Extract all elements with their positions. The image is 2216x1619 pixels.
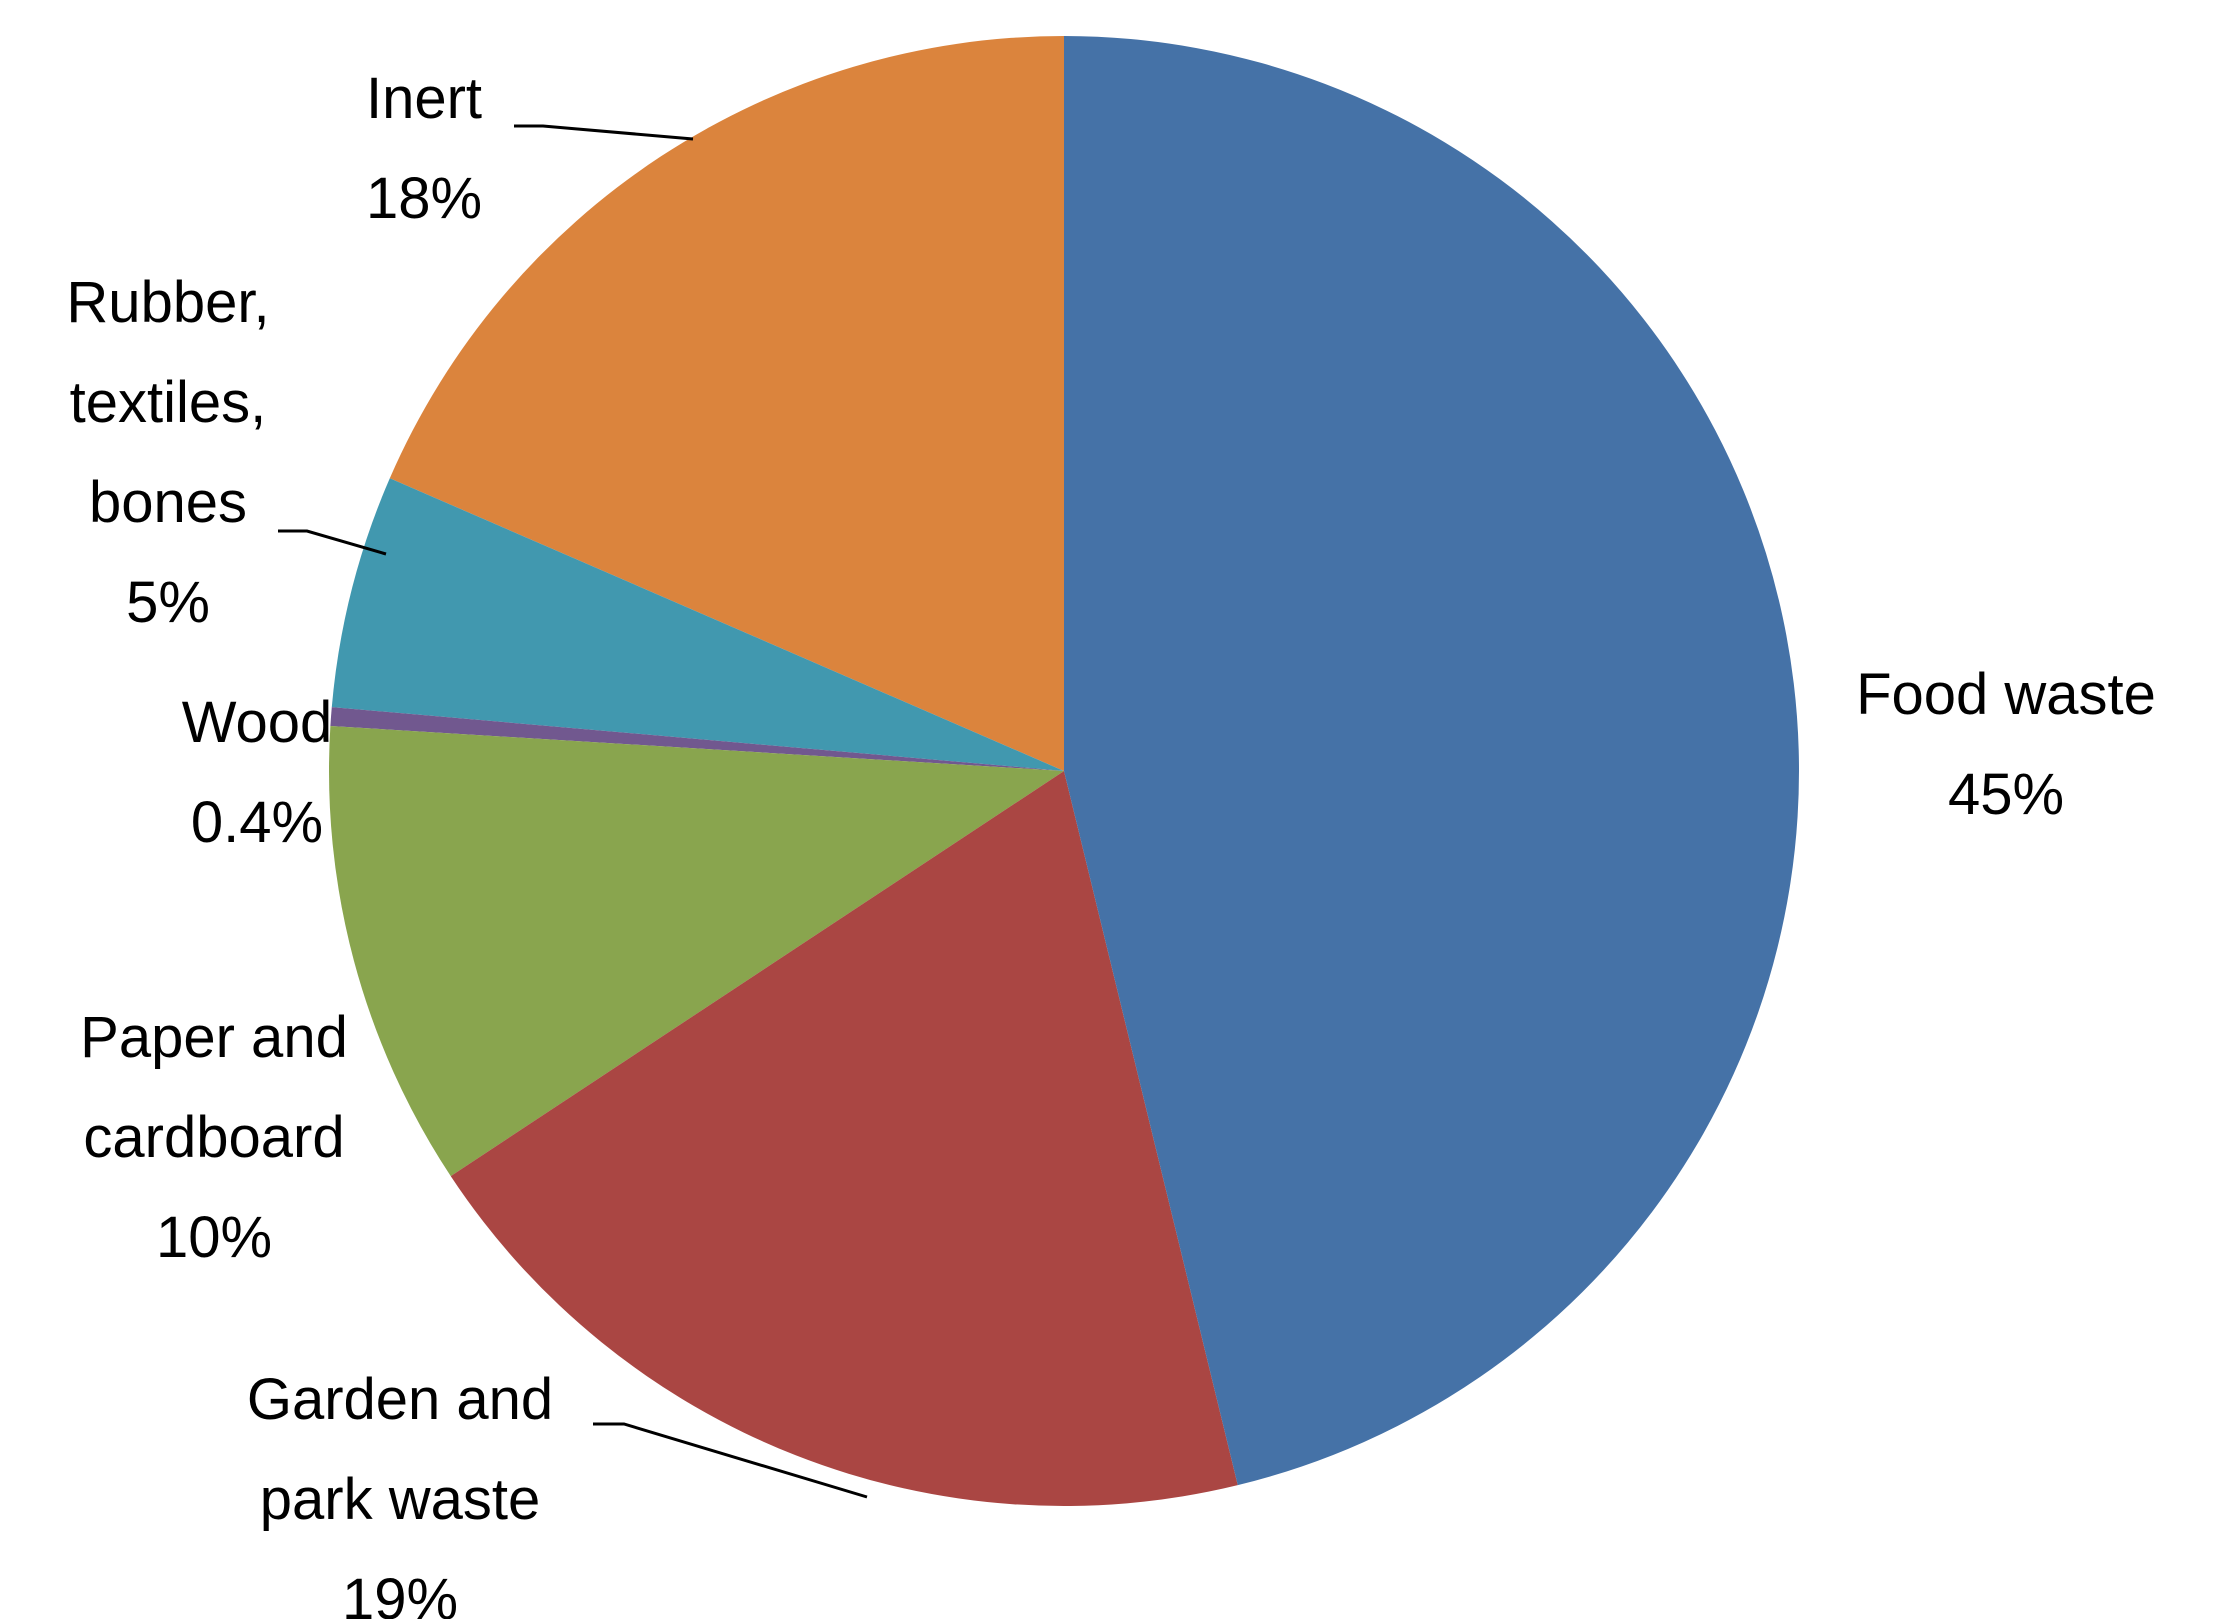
slice-label: Paper and cardboard 10% <box>44 988 384 1288</box>
category-label: Food waste <box>1856 662 2156 727</box>
pie-slice <box>450 771 1238 1507</box>
category-label: Wood <box>181 690 333 755</box>
leader-line <box>514 124 694 141</box>
leader-line <box>278 529 387 556</box>
pie-slice <box>389 36 1065 771</box>
slice-label: Inert 18% <box>324 49 524 249</box>
value-label: 19% <box>341 1567 459 1619</box>
value-label: 10% <box>155 1205 273 1270</box>
value-label: 0.4% <box>190 790 324 855</box>
pie-slice <box>330 707 1065 771</box>
value-label: 45% <box>1947 762 2065 827</box>
slice-label: Rubber, textiles, bones 5% <box>28 253 308 653</box>
value-label: 18% <box>365 166 483 231</box>
category-label: Rubber, textiles, bones <box>66 270 270 535</box>
slice-label: Wood 0.4% <box>157 673 357 873</box>
pie-slice <box>331 478 1065 771</box>
category-label: Paper and cardboard <box>80 1005 348 1170</box>
pie-slice <box>328 725 1064 1177</box>
leader-line <box>593 1422 868 1499</box>
category-label: Garden and park waste <box>246 1367 554 1532</box>
value-label: 5% <box>126 570 210 635</box>
slice-label: Food waste 45% <box>1796 645 2216 845</box>
pie-slice <box>1064 36 1799 1486</box>
category-label: Inert <box>365 66 483 131</box>
slice-label: Garden and park waste 19% <box>200 1350 600 1619</box>
